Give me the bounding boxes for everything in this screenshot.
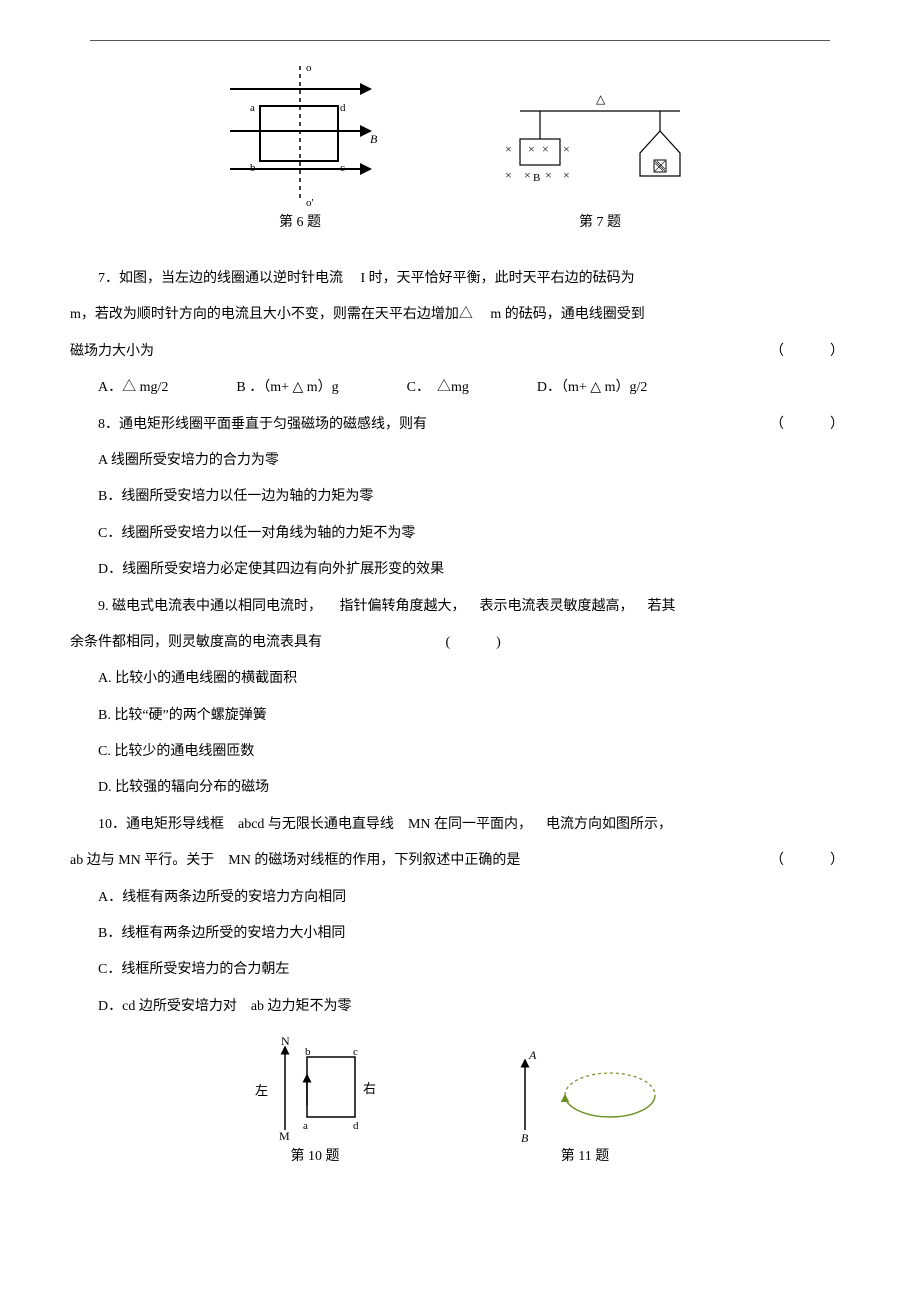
q7-opt-D: D．（m+ △ m）g/2	[509, 370, 647, 406]
q7-options: A．△ mg/2 B ．（m+ △ m）g C． △mg D．（m+ △ m）g…	[70, 370, 850, 406]
q9-opt-A: A. 比较小的通电线圈的横截面积	[70, 661, 850, 697]
fig6-label-o: o	[306, 62, 312, 74]
q7-text-2b: m 的砝码，通电线圈受到	[490, 307, 644, 322]
fig10-label-left: 左	[255, 1083, 268, 1098]
svg-text:×: ×	[524, 168, 531, 182]
q8-opt-D: D．线圈所受安培力必定使其四边有向外扩展形变的效果	[70, 552, 850, 588]
figure-row-bottom: N M 左 b c a d 右 第 10 题	[70, 1035, 850, 1165]
q9-stem-b: 指针偏转角度越大，	[340, 599, 466, 614]
figure-6-caption: 第 6 题	[220, 211, 380, 231]
svg-text:×: ×	[505, 168, 512, 182]
q9-line2: 余条件都相同，则灵敏度高的电流表具有 ( )	[70, 625, 850, 661]
svg-text:B: B	[533, 172, 540, 184]
q7-text-3: 磁场力大小为	[70, 344, 154, 359]
q10-line2b: MN 的磁场对线框的作用，下列叙述中正确的是	[228, 853, 520, 868]
q9-stem-c: 表示电流表灵敏度越高，	[480, 599, 634, 614]
q8-stem-text: 8．通电矩形线圈平面垂直于匀强磁场的磁感线，则有	[98, 417, 427, 432]
fig10-label-right: 右	[363, 1081, 376, 1096]
q9-opt-D: D. 比较强的辐向分布的磁场	[70, 770, 850, 806]
figure-10: N M 左 b c a d 右 第 10 题	[245, 1035, 385, 1165]
q10-stem-b: abcd 与无限长通电直导线	[238, 817, 394, 832]
q7-opt-C: C． △mg	[379, 370, 469, 406]
q7-text-2a: m，若改为顺时针方向的电流且大小不变，则需在天平右边增加△	[70, 307, 473, 322]
fig6-label-B: B	[370, 132, 378, 146]
figure-6-svg: o o' B a d b c	[220, 61, 380, 211]
figure-row-top: o o' B a d b c 第 6 题 △	[70, 61, 850, 231]
fig10-label-N: N	[281, 1035, 290, 1048]
svg-text:×: ×	[542, 142, 549, 156]
fig6-label-b: b	[250, 162, 256, 174]
q8-opt-B: B．线圈所受安培力以任一边为轴的力矩为零	[70, 479, 850, 515]
q9-line2-text: 余条件都相同，则灵敏度高的电流表具有	[70, 635, 322, 650]
fig6-label-a: a	[250, 102, 255, 114]
q8-opt-A: A 线圈所受安培力的合力为零	[70, 443, 850, 479]
q10-opt-A: A．线框有两条边所受的安培力方向相同	[70, 880, 850, 916]
svg-text:×: ×	[563, 168, 570, 182]
q10-stem-c: MN 在同一平面内，	[408, 817, 532, 832]
q10-stem-d: 电流方向如图所示，	[546, 817, 672, 832]
figure-11-svg: A B	[495, 1045, 675, 1145]
body-text: 7．如图，当左边的线圈通以逆时针电流 I 时，天平恰好平衡，此时天平右边的砝码为…	[70, 261, 850, 1025]
q10-opt-D: D．cd 边所受安培力对 ab 边力矩不为零	[70, 989, 850, 1025]
fig6-label-d: d	[340, 102, 346, 114]
q7-opt-A: A．△ mg/2	[70, 370, 168, 406]
q7-paren: （ ）	[770, 334, 850, 370]
q8-paren: （ ）	[742, 407, 850, 443]
svg-text:×: ×	[545, 168, 552, 182]
figure-7: △ × × × × × × B × × 第 7 题	[500, 81, 700, 231]
figure-11: A B 第 11 题	[495, 1045, 675, 1165]
figure-10-caption: 第 10 题	[245, 1145, 385, 1165]
fig10-label-M: M	[279, 1129, 290, 1143]
q10-line1: 10．通电矩形导线框 abcd 与无限长通电直导线 MN 在同一平面内， 电流方…	[70, 807, 850, 843]
q7-line1: 7．如图，当左边的线圈通以逆时针电流 I 时，天平恰好平衡，此时天平右边的砝码为	[70, 261, 850, 297]
figure-7-svg: △ × × × × × × B × ×	[500, 81, 700, 211]
q9-line1: 9. 磁电式电流表中通以相同电流时， 指针偏转角度越大， 表示电流表灵敏度越高，…	[70, 589, 850, 625]
q7-line2: m，若改为顺时针方向的电流且大小不变，则需在天平右边增加△ m 的砝码，通电线圈…	[70, 297, 850, 333]
figure-7-caption: 第 7 题	[500, 211, 700, 231]
svg-text:×: ×	[563, 142, 570, 156]
q10-line2a: ab 边与 MN 平行。关于	[70, 853, 214, 868]
fig10-label-b: b	[305, 1046, 311, 1058]
q7-opt-B: B ．（m+ △ m）g	[208, 370, 338, 406]
top-rule	[90, 40, 830, 41]
fig6-label-c: c	[340, 162, 345, 174]
page: o o' B a d b c 第 6 题 △	[0, 0, 920, 1303]
fig6-label-oprime: o'	[306, 197, 314, 209]
fig10-label-c: c	[353, 1046, 358, 1058]
q10-line2: ab 边与 MN 平行。关于 MN 的磁场对线框的作用，下列叙述中正确的是 （ …	[70, 843, 850, 879]
fig10-label-a: a	[303, 1120, 308, 1132]
svg-text:×: ×	[505, 142, 512, 156]
fig11-label-B: B	[521, 1131, 529, 1145]
q10-stem-a: 10．通电矩形导线框	[98, 817, 224, 832]
q9-stem-a: 9. 磁电式电流表中通以相同电流时，	[98, 599, 322, 614]
q8-opt-C: C．线圈所受安培力以任一对角线为轴的力矩不为零	[70, 516, 850, 552]
q10-opt-C: C．线框所受安培力的合力朝左	[70, 952, 850, 988]
q10-opt-B: B．线框有两条边所受的安培力大小相同	[70, 916, 850, 952]
q9-opt-C: C. 比较少的通电线圈匝数	[70, 734, 850, 770]
q9-opt-B: B. 比较“硬”的两个螺旋弹簧	[70, 698, 850, 734]
q9-stem-d: 若其	[648, 599, 676, 614]
q9-paren: ( )	[446, 635, 507, 650]
fig11-label-A: A	[528, 1048, 537, 1062]
fig10-label-d: d	[353, 1120, 359, 1132]
figure-10-svg: N M 左 b c a d 右	[245, 1035, 385, 1145]
q7-text-1: 7．如图，当左边的线圈通以逆时针电流	[98, 271, 343, 286]
q10-paren: （ ）	[770, 843, 850, 879]
q8-stem: 8．通电矩形线圈平面垂直于匀强磁场的磁感线，则有 （ ）	[70, 407, 850, 443]
q7-line3: 磁场力大小为 （ ）	[70, 334, 850, 370]
fig7-balance-mark: △	[596, 92, 606, 106]
q7-text-I: I 时，天平恰好平衡，此时天平右边的砝码为	[361, 271, 635, 286]
svg-text:×: ×	[528, 142, 535, 156]
figure-11-caption: 第 11 题	[495, 1145, 675, 1165]
figure-6: o o' B a d b c 第 6 题	[220, 61, 380, 231]
